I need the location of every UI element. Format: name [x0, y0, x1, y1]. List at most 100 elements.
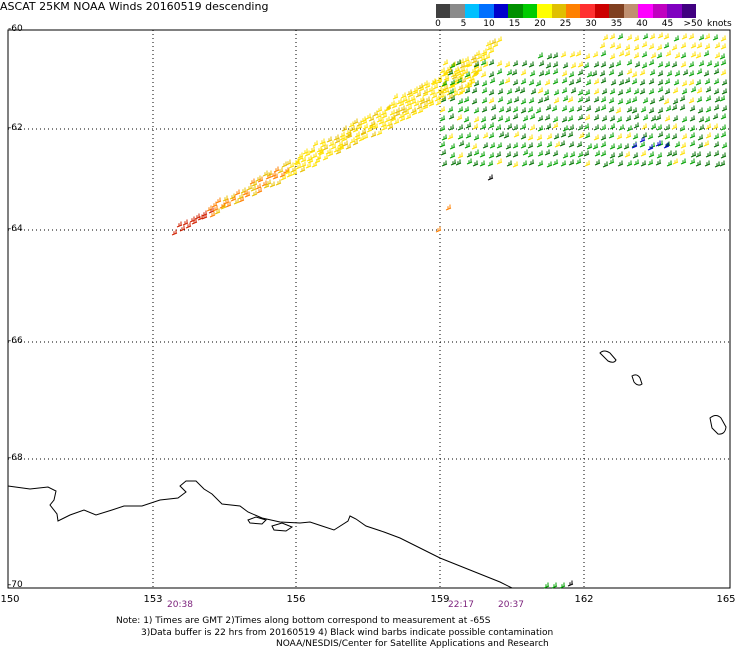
wind-barb: [448, 88, 455, 95]
wind-barb: [704, 78, 711, 85]
wind-barb: [473, 149, 480, 156]
wind-barb: [429, 89, 436, 96]
wind-barb: [663, 33, 670, 40]
wind-barb: [721, 142, 728, 149]
wind-barb: [697, 107, 704, 114]
wind-barb: [600, 124, 607, 131]
wind-barb: [648, 107, 655, 114]
coastline: [7, 350, 727, 589]
wind-barb: [318, 149, 325, 156]
wind-barb: [546, 141, 553, 148]
wind-barb: [342, 140, 349, 147]
wind-barb: [672, 98, 679, 105]
wind-barb: [584, 114, 591, 121]
wind-barb: [561, 105, 568, 112]
wind-barb: [695, 79, 702, 86]
colorbar-tick-label: 10: [483, 19, 495, 29]
wind-barb: [642, 33, 649, 40]
wind-barb: [441, 134, 448, 141]
lat-label-64: -64: [8, 224, 23, 234]
wind-barb: [631, 96, 638, 103]
wind-barb: [356, 123, 363, 130]
wind-barb: [584, 53, 591, 60]
wind-barb: [488, 59, 495, 66]
wind-barb: [593, 134, 600, 141]
wind-barb: [545, 123, 552, 130]
wind-barb: [714, 52, 721, 59]
wind-barb: [290, 166, 297, 173]
wind-barb: [567, 115, 574, 122]
wind-barb: [601, 88, 608, 95]
colorbar-swatch: [436, 4, 451, 18]
wind-barb: [602, 34, 609, 41]
wind-barb: [616, 116, 623, 123]
wind-barb: [593, 96, 600, 103]
wind-barb: [681, 80, 688, 87]
wind-barb: [512, 113, 519, 120]
wind-barb: [527, 134, 534, 141]
wind-barb: [488, 132, 495, 139]
colorbar-swatch: [580, 4, 596, 18]
wind-barb: [471, 143, 478, 150]
wind-barb: [657, 70, 664, 77]
wind-barb: [185, 222, 192, 229]
wind-barb: [578, 132, 585, 139]
colorbar-tick-label: 25: [559, 19, 572, 29]
wind-barb: [561, 116, 568, 123]
wind-barb: [384, 116, 391, 123]
wind-barb: [680, 61, 687, 68]
wind-barb: [291, 169, 298, 176]
wind-barb: [238, 196, 245, 203]
wind-barb: [696, 96, 703, 103]
wind-barb: [439, 115, 446, 122]
wind-barb: [663, 142, 670, 149]
wind-barb: [600, 150, 607, 157]
wind-barb: [600, 141, 607, 148]
wind-barb: [372, 110, 379, 117]
wind-barb: [569, 151, 576, 158]
wind-barb: [251, 180, 258, 187]
wind-barb: [712, 113, 719, 120]
wind-barb: [427, 86, 434, 93]
wind-barb: [251, 190, 258, 197]
wind-barb: [455, 70, 462, 77]
wind-barb: [720, 43, 727, 50]
wind-barb: [496, 36, 503, 43]
wind-barb: [689, 105, 696, 112]
wind-barb: [616, 133, 623, 140]
wind-barb: [376, 129, 383, 136]
wind-barb: [497, 88, 504, 95]
wind-barb: [618, 79, 625, 86]
pass-time-label: 22:17: [448, 600, 474, 610]
wind-barb: [650, 52, 657, 59]
wind-barb: [415, 91, 422, 98]
wind-barb: [512, 124, 519, 131]
wind-barb: [506, 123, 513, 130]
wind-barb: [657, 86, 664, 93]
colorbar-tick-label: >50: [683, 19, 703, 29]
wind-barb: [333, 134, 340, 141]
wind-barb: [537, 87, 544, 94]
wind-barb: [576, 105, 583, 112]
wind-barb: [448, 124, 455, 131]
wind-barb: [506, 69, 513, 76]
wind-barb: [600, 50, 607, 57]
wind-barb: [212, 205, 219, 212]
wind-barb: [435, 99, 442, 106]
wind-barb: [459, 66, 466, 73]
wind-barb: [311, 152, 318, 159]
wind-barb: [498, 79, 505, 86]
wind-barb: [617, 151, 624, 158]
wind-barb: [650, 123, 657, 130]
wind-barb: [640, 160, 647, 167]
wind-barb: [280, 174, 287, 181]
wind-barb: [480, 71, 487, 78]
wind-barb: [546, 53, 553, 60]
wind-barb: [457, 152, 464, 159]
wind-barb: [680, 42, 687, 49]
wind-barb: [713, 61, 720, 68]
wind-barb: [506, 98, 513, 105]
wind-barb: [460, 77, 467, 84]
wind-barb: [697, 142, 704, 149]
wind-barb: [449, 62, 456, 69]
